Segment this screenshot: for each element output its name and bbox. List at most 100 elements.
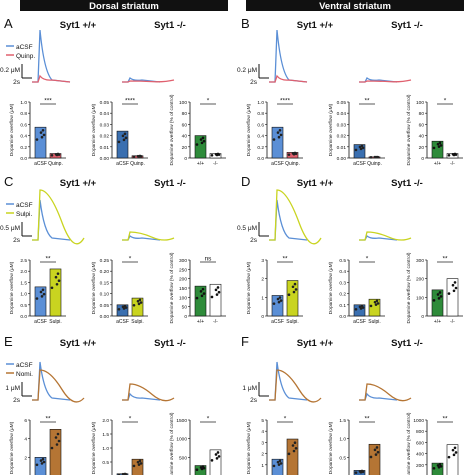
y-tick-label: 1.0 [257,100,264,106]
data-point [358,470,362,473]
data-point [272,138,276,141]
panel-letter: F [241,334,249,349]
x-category-label: aCSF [116,161,129,167]
trace-ko-acsf [122,234,161,241]
data-point [40,462,44,465]
genotype-wt-label: Syt1 +/+ [60,20,97,31]
trace-ko-acsf [122,76,161,83]
data-point [139,301,143,304]
genotype-ko-label: Syt1 -/- [391,338,423,349]
data-point [277,463,281,466]
y-tick-label: 0.6 [257,122,264,128]
y-tick-label: 0.00 [337,156,347,162]
y-axis-label: Dopamine overflow (% of control) [169,412,175,475]
y-axis-label: Dopamine overflow (μM) [246,261,252,314]
bar-wt-1 [286,438,299,475]
y-tick-label: 1 [261,295,264,301]
y-axis-label: Dopamine overflow (% of control) [406,252,412,323]
y-axis-label: Dopamine overflow (μM) [246,103,252,156]
y-tick-label: 0 [421,156,424,162]
data-point [137,302,141,306]
trace-ko-acsf [122,392,161,401]
data-point [292,449,296,453]
data-point [136,299,140,303]
genotype-ko-label: Syt1 -/- [391,20,423,31]
y-tick-label: 0.20 [100,269,110,275]
scale-bar-time-label: 2s [250,79,258,86]
y-tick-label: 0.04 [337,111,347,117]
y-tick-label: 100 [416,100,424,106]
panel-letter: D [241,174,250,189]
y-axis-label: Dopamine overflow (% of control) [169,252,175,323]
y-tick-label: 800 [416,429,424,435]
data-point [452,453,456,457]
data-point [358,305,362,309]
data-point [217,455,221,458]
x-category-label: -/- [213,161,218,167]
data-point [41,128,45,132]
scale-bar-time-label: 2s [13,237,21,244]
data-point [276,460,280,464]
data-point [287,293,291,297]
data-point [124,136,128,140]
data-point [121,305,125,309]
data-point [294,288,298,291]
scale-bar-time-label: 2s [250,397,258,404]
data-point [35,297,39,300]
y-tick-label: 300 [416,258,424,264]
data-point [432,466,436,470]
data-point [117,307,121,311]
data-point [376,302,380,305]
data-point [360,144,364,148]
data-point [41,457,45,461]
bar-wt-0 [34,457,47,475]
data-point [278,128,282,132]
data-point [57,279,61,283]
data-point [122,138,126,142]
bar-ko-1 [131,458,144,475]
significance-marker: * [207,98,210,105]
y-tick-label: 50 [182,305,188,311]
y-tick-label: 40 [419,134,425,140]
data-point [195,143,199,146]
data-point [136,460,140,464]
y-tick-label: 0.0 [20,314,27,320]
significance-marker: ** [364,98,370,105]
trace-wt-acsf [32,361,71,401]
bar-wt-1 [49,429,62,475]
panel-letter: C [4,174,13,189]
y-tick-label: 300 [179,258,187,264]
y-tick-label: 20 [182,145,188,151]
data-point [279,462,283,465]
data-point [277,300,281,304]
data-point [373,300,377,304]
header-bar-left [20,0,228,11]
y-axis-label: Dopamine overflow (μM) [246,421,252,474]
legend-label-drug: Quinp. [16,53,35,60]
y-tick-label: 250 [179,267,187,273]
data-point [210,459,214,462]
data-point [451,283,455,287]
x-category-label: aCSF [353,161,366,167]
y-tick-label: 0.4 [339,269,346,275]
data-point [374,453,378,456]
bar-pct-0 [194,285,207,317]
scale-bar-time-label: 2s [13,79,21,86]
y-tick-label: 2.0 [102,418,109,424]
x-category-label: aCSF [353,319,366,325]
data-point [199,138,203,141]
y-tick-label: 4 [261,429,264,435]
data-point [279,299,283,302]
bar-pct-0 [431,289,444,317]
x-category-label: Sulpi. [131,319,144,325]
data-point [291,152,295,155]
x-category-label: Quinp. [130,161,145,167]
significance-marker: * [366,256,369,263]
data-point [439,144,443,147]
significance-marker: ns [205,256,213,263]
data-point [57,439,61,443]
y-tick-label: 2 [261,452,264,458]
x-category-label: aCSF [271,319,284,325]
